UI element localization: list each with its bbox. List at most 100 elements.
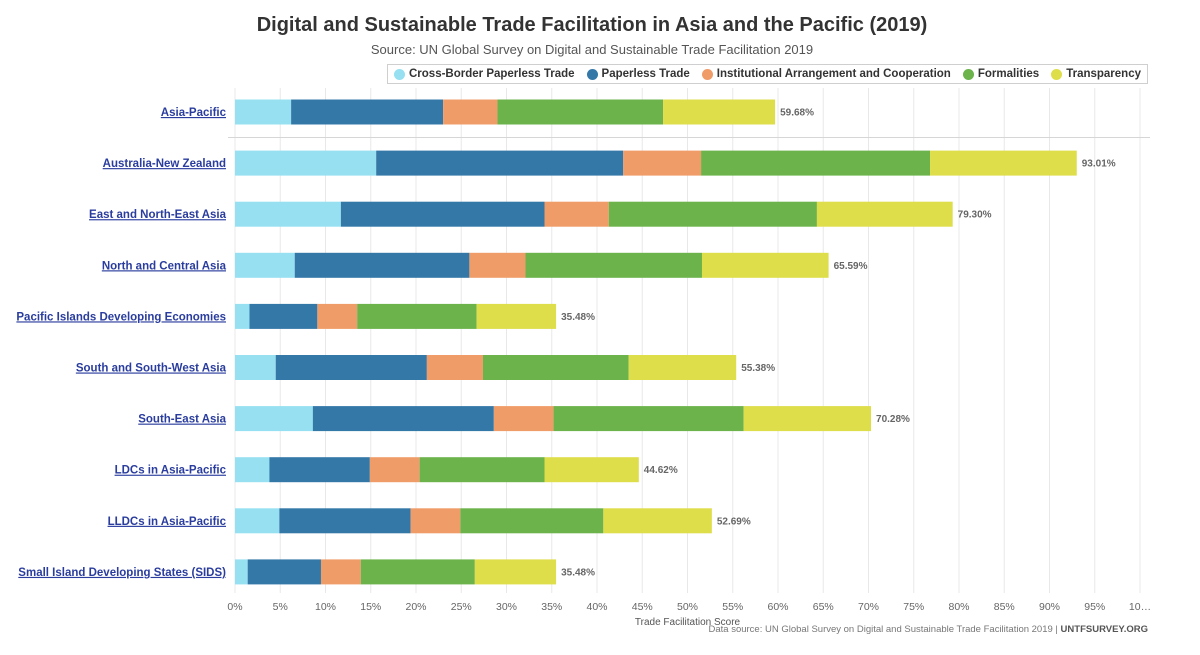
x-tick-label: 40% <box>586 601 607 613</box>
category-link[interactable]: Small Island Developing States (SIDS) <box>18 567 226 579</box>
bar-segment <box>469 252 526 278</box>
bar-segment <box>743 406 872 432</box>
legend-label: Paperless Trade <box>601 68 690 80</box>
bar-segment <box>235 99 292 125</box>
bar-segment <box>235 303 250 329</box>
bar-segment <box>930 150 1077 176</box>
bar-total-label: 59.68% <box>780 108 814 119</box>
legend-swatch <box>586 68 598 80</box>
bar-segment <box>235 457 270 483</box>
x-tick-label: 5% <box>273 601 288 613</box>
footer-brand[interactable]: UNTFSURVEY.ORG <box>1060 624 1148 635</box>
x-tick-label: 0% <box>227 601 242 613</box>
legend-swatch <box>701 68 713 80</box>
bar-segment <box>460 508 604 534</box>
bar-segment <box>376 150 624 176</box>
bar-total-label: 65.59% <box>834 261 868 272</box>
bar-segment <box>608 201 817 227</box>
bar-segment <box>249 303 318 329</box>
bar-segment <box>474 559 557 585</box>
bar-segment <box>603 508 712 534</box>
x-tick-label: 80% <box>948 601 969 613</box>
bar-segment <box>482 355 629 380</box>
category-link[interactable]: LDCs in Asia-Pacific <box>115 465 227 477</box>
bar-segment <box>476 303 557 329</box>
bar-segment <box>623 150 702 176</box>
category-link[interactable]: LLDCs in Asia-Pacific <box>108 516 227 528</box>
x-tick-label: 60% <box>767 601 788 613</box>
x-tick-label: 70% <box>858 601 879 613</box>
bar-segment <box>279 508 411 534</box>
x-tick-label: 35% <box>541 601 562 613</box>
bar-segment <box>317 303 358 329</box>
bar-segment <box>235 252 295 278</box>
bar-segment <box>294 252 470 278</box>
x-tick-label: 90% <box>1039 601 1060 613</box>
category-link[interactable]: North and Central Asia <box>102 260 227 272</box>
bar-segment <box>663 99 776 125</box>
category-link[interactable]: Pacific Islands Developing Economies <box>16 311 226 323</box>
legend-label: Cross-Border Paperless Trade <box>409 68 575 80</box>
bar-total-label: 93.01% <box>1082 159 1116 170</box>
chart-legend: Cross-Border Paperless Trade Paperless Tr… <box>387 64 1148 84</box>
x-tick-label: 75% <box>903 601 924 613</box>
chart-subtitle: Source: UN Global Survey on Digital and … <box>370 42 814 57</box>
footer-source: Data source: UN Global Survey on Digital… <box>708 624 1061 635</box>
category-link[interactable]: Australia-New Zealand <box>103 158 226 170</box>
bar-total-label: 52.69% <box>717 516 751 527</box>
bar-segment <box>235 150 377 176</box>
x-tick-label: 15% <box>360 601 381 613</box>
bar-segment <box>525 252 702 278</box>
x-tick-label: 55% <box>722 601 743 613</box>
x-tick-label: 10% <box>315 601 336 613</box>
bar-segment <box>247 559 321 585</box>
x-tick-label: 45% <box>632 601 653 613</box>
legend-item[interactable]: Transparency <box>1051 68 1141 80</box>
bar-segment <box>443 99 498 125</box>
x-tick-label: 25% <box>451 601 472 613</box>
bar-total-label: 55.38% <box>741 363 775 374</box>
bar-segment <box>235 355 276 380</box>
legend-item[interactable]: Formalities <box>962 68 1040 80</box>
bar-segment <box>544 201 609 227</box>
bar-segment <box>628 355 737 380</box>
bar-segment <box>312 406 494 432</box>
x-axis-label: Trade Facilitation Score <box>635 617 741 628</box>
x-tick-label: 50% <box>677 601 698 613</box>
bar-segment <box>269 457 370 483</box>
bar-total-label: 35.48% <box>561 312 595 323</box>
legend-swatch <box>394 68 405 80</box>
category-link[interactable]: East and North-East Asia <box>89 209 227 221</box>
bar-total-label: 35.48% <box>561 567 595 578</box>
bar-segment <box>291 99 444 125</box>
chart-title: Digital and Sustainable Trade Facilitati… <box>256 14 928 36</box>
legend-swatch <box>1051 68 1063 80</box>
legend-item[interactable]: Institutional Arrangement and Cooperatio… <box>701 68 951 80</box>
bar-segment <box>701 252 829 278</box>
bar-segment <box>235 559 248 585</box>
x-tick-label: 65% <box>813 601 834 613</box>
legend-label: Formalities <box>977 68 1040 80</box>
legend-label: Institutional Arrangement and Cooperatio… <box>716 68 951 80</box>
legend-label: Transparency <box>1066 68 1141 80</box>
category-link[interactable]: Asia-Pacific <box>161 107 227 119</box>
legend-swatch <box>962 68 974 80</box>
x-tick-label: 95% <box>1084 601 1105 613</box>
bar-segment <box>410 508 461 534</box>
bar-total-label: 70.28% <box>876 414 910 425</box>
category-link[interactable]: South and South-West Asia <box>76 363 227 375</box>
bar-segment <box>235 508 280 534</box>
bar-total-label: 44.62% <box>644 465 678 476</box>
bar-segment <box>553 406 744 432</box>
bar-total-label: 79.30% <box>958 210 992 221</box>
category-link[interactable]: South-East Asia <box>138 414 226 426</box>
legend-item[interactable]: Paperless Trade <box>586 68 690 80</box>
bar-segment <box>544 457 639 483</box>
legend-item[interactable]: Cross-Border Paperless Trade <box>394 68 575 80</box>
bar-segment <box>320 559 361 585</box>
bar-segment <box>340 201 545 227</box>
x-tick-label: 85% <box>994 601 1015 613</box>
bar-segment <box>426 355 483 380</box>
x-tick-label: 10… <box>1129 601 1151 613</box>
